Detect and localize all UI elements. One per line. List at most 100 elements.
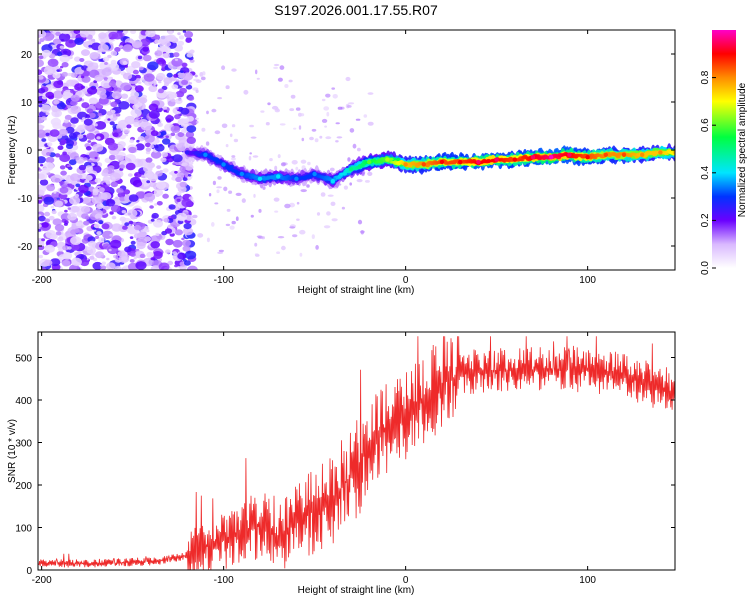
heatmap-noise-blob (277, 77, 283, 82)
heatmap-noise-blob (86, 132, 96, 140)
heatmap-noise-blob (118, 194, 122, 197)
heatmap-noise-blob (145, 30, 156, 38)
heatmap-noise-blob (293, 127, 297, 130)
heatmap-noise-blob (200, 76, 206, 81)
heatmap-noise-blob (194, 74, 198, 78)
heatmap-noise-blob (150, 241, 160, 249)
heatmap-noise-blob (98, 220, 104, 225)
ridge-point (421, 162, 426, 167)
heatmap-noise-blob (128, 194, 139, 202)
heatmap-noise-blob (41, 138, 47, 142)
heatmap-noise-blob (164, 228, 173, 234)
heatmap-noise-blob (172, 239, 183, 248)
heatmap-noise-blob (148, 85, 158, 93)
heatmap-noise-blob (341, 206, 345, 210)
heatmap-noise-blob (159, 169, 163, 173)
heatmap-noise-blob (281, 245, 286, 251)
ridge-point (640, 152, 645, 157)
heatmap-noise-blob (78, 184, 89, 193)
ridge-point (239, 171, 244, 177)
heatmap-noise-blob (49, 258, 61, 267)
heatmap-noise-blob (254, 253, 259, 256)
heatmap-noise-blob (50, 205, 55, 209)
heatmap-noise-blob (39, 179, 49, 186)
heatmap-noise-blob (77, 124, 85, 130)
y-tick-label: 200 (15, 481, 32, 492)
heatmap-noise-blob (65, 143, 74, 149)
heatmap-noise-blob (156, 57, 166, 65)
x-tick-label: -100 (214, 575, 234, 586)
heatmap-noise-blob (235, 192, 242, 196)
heatmap-noise-blob (145, 147, 152, 152)
heatmap-noise-blob (258, 208, 262, 213)
heatmap-noise-blob (43, 259, 53, 267)
heatmap-noise-blob (41, 167, 50, 174)
heatmap-noise-blob (163, 77, 173, 84)
heatmap-noise-blob (139, 253, 146, 259)
heatmap-noise-blob (228, 190, 233, 194)
heatmap-noise-blob (329, 167, 335, 172)
heatmap-noise-blob (70, 117, 79, 124)
heatmap-noise-blob (109, 233, 114, 237)
heatmap-noise-blob (150, 218, 155, 222)
heatmap-noise-blob (84, 123, 93, 131)
heatmap-noise-blob (177, 252, 186, 260)
heatmap-noise-blob (95, 251, 104, 259)
heatmap-noise-blob (144, 192, 156, 202)
heatmap-noise-blob (152, 219, 164, 228)
heatmap-noise-blob (109, 211, 114, 215)
ridge-point (294, 176, 299, 181)
heatmap-noise-blob (38, 156, 46, 164)
heatmap-noise-blob (115, 196, 119, 199)
ridge-point (403, 162, 408, 167)
heatmap-noise-blob (316, 212, 321, 216)
heatmap-noise-blob (94, 121, 107, 130)
heatmap-noise-blob (348, 102, 355, 105)
heatmap-noise-blob (137, 232, 146, 239)
ridge-point (603, 152, 608, 157)
heatmap-noise-blob (99, 93, 107, 100)
heatmap-noise-blob (217, 176, 222, 180)
heatmap-noise-blob (38, 199, 43, 204)
heatmap-noise-blob (326, 211, 331, 216)
y-tick-label: 0 (26, 566, 32, 577)
heatmap-noise-blob (93, 188, 100, 193)
heatmap-noise-blob (54, 177, 61, 183)
heatmap-noise-blob (51, 210, 57, 215)
heatmap-noise-blob (98, 97, 109, 105)
colorbar-ticks: 0.0 0.2 0.4 0.6 0.8 (700, 70, 716, 275)
heatmap-noise-blob (75, 183, 81, 188)
x-tick-label: -100 (214, 275, 234, 286)
y-tick-label: 500 (15, 354, 32, 365)
heatmap-noise-blob (38, 55, 44, 60)
heatmap-noise-blob (52, 122, 62, 130)
heatmap-noise-blob (45, 132, 50, 137)
heatmap-noise-blob (346, 105, 352, 108)
heatmap-noise-blob (273, 63, 280, 67)
heatmap-noise-blob (67, 152, 71, 155)
heatmap-noise-blob (53, 80, 64, 89)
heatmap-noise-blob (162, 168, 169, 173)
heatmap-noise-blob (38, 204, 45, 213)
heatmap-noise-blob (295, 107, 301, 111)
heatmap-noise-blob (146, 180, 151, 184)
heatmap-noise-blob (88, 97, 98, 105)
heatmap-noise-blob (175, 79, 180, 82)
heatmap-noise-blob (299, 252, 303, 257)
heatmap-noise-blob (132, 104, 140, 110)
heatmap-noise-blob (314, 138, 319, 143)
heatmap-noise-blob (77, 174, 83, 179)
heatmap-noise-blob (181, 128, 187, 134)
heatmap-noise-blob (96, 231, 102, 236)
ridge-point (330, 179, 335, 184)
heatmap-noise-blob (136, 237, 148, 247)
heatmap-noise-blob (195, 120, 199, 124)
heatmap-noise-blob (212, 180, 216, 186)
heatmap-noise-blob (80, 75, 85, 79)
heatmap-noise-blob (149, 205, 154, 209)
heatmap-noise-blob (269, 158, 273, 162)
heatmap-noise-blob (106, 111, 113, 116)
heatmap-noise-blob (180, 70, 184, 73)
heatmap-noise-blob (175, 176, 183, 183)
heatmap-noise-blob (134, 85, 144, 93)
